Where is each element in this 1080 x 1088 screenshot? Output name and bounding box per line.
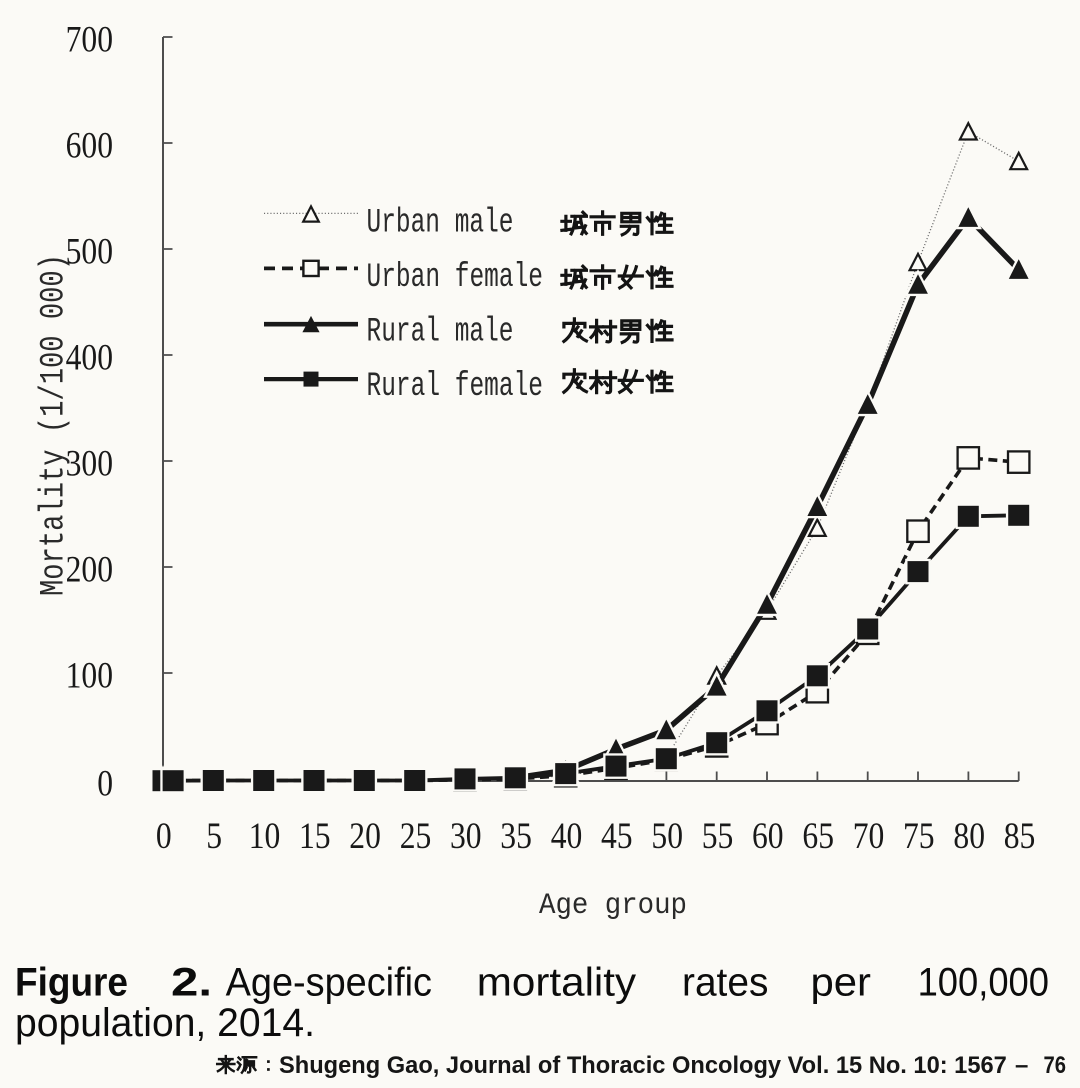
svg-text:85: 85: [1004, 816, 1036, 857]
svg-text:45: 45: [601, 816, 633, 857]
svg-text:Urban female: Urban female: [367, 259, 544, 297]
svg-text:100: 100: [66, 656, 113, 697]
svg-text:0: 0: [97, 764, 113, 805]
svg-text:55: 55: [702, 816, 734, 857]
svg-text:rates: rates: [682, 961, 768, 1005]
svg-text:Shugeng Gao, Journal of Thorac: Shugeng Gao, Journal of Thoracic Oncolog…: [279, 1052, 1007, 1079]
svg-text:0: 0: [156, 816, 172, 857]
svg-text:700: 700: [66, 20, 113, 61]
svg-text:80: 80: [953, 816, 985, 857]
svg-text:Figure: Figure: [15, 961, 128, 1005]
svg-text:10: 10: [249, 816, 281, 857]
svg-text:mortality: mortality: [477, 961, 636, 1005]
svg-text:Urban male: Urban male: [367, 205, 514, 243]
svg-text:Rural female: Rural female: [367, 368, 544, 406]
svg-text:76: 76: [1044, 1052, 1067, 1079]
svg-text:70: 70: [853, 816, 885, 857]
svg-text:65: 65: [802, 816, 834, 857]
svg-text:per: per: [811, 961, 872, 1005]
svg-text:60: 60: [752, 816, 784, 857]
svg-text:40: 40: [551, 816, 583, 857]
svg-text:400: 400: [66, 338, 113, 379]
svg-text:Age-specific: Age-specific: [226, 961, 432, 1005]
svg-text:20: 20: [349, 816, 381, 857]
svg-text:50: 50: [651, 816, 683, 857]
svg-text:300: 300: [66, 444, 113, 485]
svg-text:2.: 2.: [171, 961, 212, 1005]
svg-text:population, 2014.: population, 2014.: [15, 1001, 315, 1045]
svg-text:15: 15: [299, 816, 331, 857]
svg-text:100,000: 100,000: [918, 961, 1049, 1005]
svg-text:600: 600: [66, 126, 113, 167]
svg-text:5: 5: [206, 816, 222, 857]
svg-text:Rural male: Rural male: [367, 314, 514, 352]
svg-text:Mortality (1/100 000): Mortality (1/100 000): [36, 254, 74, 596]
svg-text:Age group: Age group: [539, 889, 687, 923]
svg-text:–: –: [1015, 1052, 1028, 1079]
svg-text:200: 200: [66, 550, 113, 591]
svg-text:75: 75: [903, 816, 935, 857]
svg-text:25: 25: [400, 816, 432, 857]
svg-text:35: 35: [500, 816, 532, 857]
svg-text:30: 30: [450, 816, 482, 857]
svg-text:500: 500: [66, 232, 113, 273]
